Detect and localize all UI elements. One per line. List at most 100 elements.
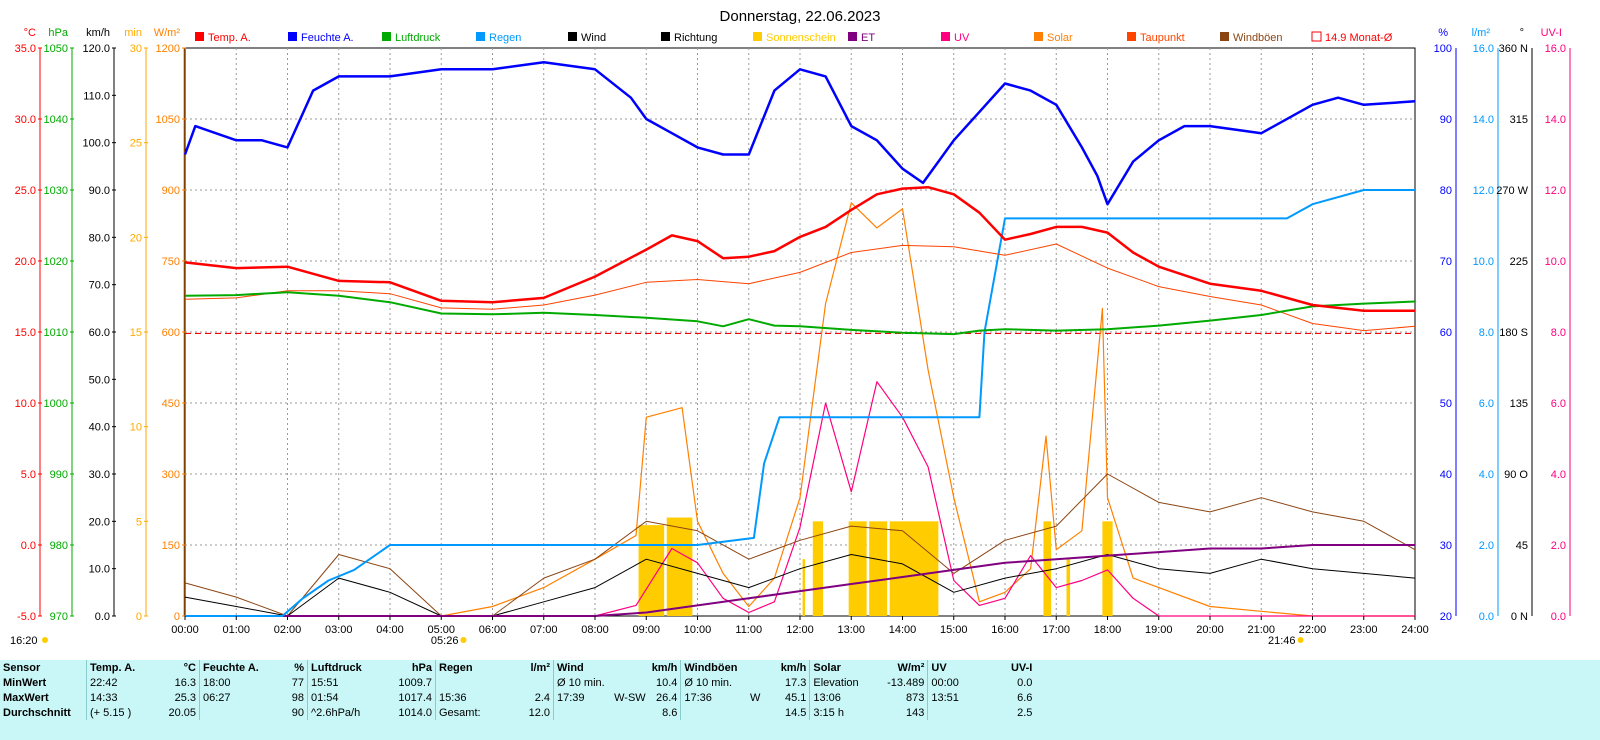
left-axis-tick-label: 0.0 xyxy=(21,540,36,552)
cell-rain-value: 12.0 xyxy=(528,706,550,719)
legend-label: Taupunkt xyxy=(1140,32,1185,44)
left-axis-unit: min xyxy=(124,27,142,39)
cell-gust-value: 14.5 xyxy=(784,706,807,719)
right-axis-tick-label: 20 xyxy=(1440,611,1452,623)
series-line-wind xyxy=(184,554,1416,617)
cell-press-time: 15:51 xyxy=(307,675,379,690)
right-axis-unit: UV-I xyxy=(1541,27,1562,39)
x-tick-label: 15:00 xyxy=(940,624,968,636)
row-label: MaxWert xyxy=(3,691,49,704)
left-axis-tick-label: 970 xyxy=(50,611,68,623)
cell-hum-value: 77 xyxy=(291,676,304,689)
table-row-min: MinWert 22:42 16.3 18:00 77 15:51 1009.7… xyxy=(0,675,1035,690)
cell-gust-time: Ø 10 min. xyxy=(680,675,743,690)
sunshine-bar xyxy=(812,521,824,616)
cell-gust-dir xyxy=(742,675,763,690)
legend-label: Temp. A. xyxy=(208,32,251,44)
legend-label: Luftdruck xyxy=(395,32,441,44)
legend-label: Feuchte A. xyxy=(301,32,354,44)
cell-gust-time xyxy=(680,705,743,720)
header-wind: Wind xyxy=(552,660,608,675)
header-press-unit: hPa xyxy=(411,661,432,674)
cell-press-time: 01:54 xyxy=(307,690,379,705)
cell-wind-value: 10.4 xyxy=(655,676,678,689)
legend-label: Wind xyxy=(581,32,606,44)
right-axis-tick-label: 4.0 xyxy=(1479,469,1494,481)
left-axis-tick-label: 1010 xyxy=(44,327,68,339)
series-line-temp-a xyxy=(184,185,1415,312)
cell-temp-value: 16.3 xyxy=(174,676,196,689)
legend-swatch xyxy=(1034,32,1043,41)
series-line-regen xyxy=(185,189,1415,617)
header-press: Luftdruck xyxy=(307,660,379,675)
left-axis-tick-label: 15 xyxy=(130,327,142,339)
cell-hum-time xyxy=(199,705,281,720)
right-axis-tick-label: 60 xyxy=(1440,327,1452,339)
x-tick-label: 16:00 xyxy=(991,624,1019,636)
grid xyxy=(184,47,1416,617)
cell-temp-time: (+ 5.15 ) xyxy=(86,705,153,720)
left-axis-tick-label: 90.0 xyxy=(89,185,110,197)
header-rain: Regen xyxy=(435,660,512,675)
left-axis-tick-label: 120.0 xyxy=(82,43,110,55)
sunshine-bar xyxy=(848,521,867,616)
left-axis-tick-label: 60.0 xyxy=(89,327,110,339)
right-axis-tick-label: 315 xyxy=(1510,114,1528,126)
cell-solar-time: 3:15 h xyxy=(809,705,877,720)
left-axis-tick-label: 5 xyxy=(136,516,142,528)
right-axis-tick-label: 70 xyxy=(1440,256,1452,268)
right-axis-tick-label: 40 xyxy=(1440,469,1452,481)
cell-uv-time: 13:51 xyxy=(927,690,985,705)
table-header-row: Sensor Temp. A. °C Feuchte A. % Luftdruc… xyxy=(0,660,1035,675)
sunrise-marker xyxy=(460,637,467,643)
cell-hum-time: 18:00 xyxy=(199,675,281,690)
x-tick-label: 23:00 xyxy=(1350,624,1378,636)
right-axis-tick-label: 180 S xyxy=(1499,327,1528,339)
sunshine-bar xyxy=(666,517,693,616)
header-solar-unit: W/m² xyxy=(897,661,925,674)
right-axis-tick-label: 8.0 xyxy=(1479,327,1494,339)
cell-hum-time: 06:27 xyxy=(199,690,281,705)
cell-gust-dir xyxy=(742,705,763,720)
right-axis-tick-label: 135 xyxy=(1510,398,1528,410)
right-axis-tick-label: 12.0 xyxy=(1545,185,1566,197)
sunset-label: 21:46 xyxy=(1268,635,1296,647)
right-axis-unit: % xyxy=(1438,27,1448,39)
legend-label: UV xyxy=(954,32,970,44)
x-tick-label: 02:00 xyxy=(274,624,302,636)
header-wind-dir-spacer xyxy=(608,660,649,675)
left-axis-tick-label: 10 xyxy=(130,422,142,434)
cell-rain-value xyxy=(512,675,554,690)
stats-table: Sensor Temp. A. °C Feuchte A. % Luftdruc… xyxy=(0,660,1600,740)
cell-solar-value: -13.489 xyxy=(887,676,925,689)
x-tick-label: 01:00 xyxy=(222,624,250,636)
left-axis-tick-label: 15.0 xyxy=(15,327,36,339)
cell-uv-value: 0.0 xyxy=(1017,676,1033,689)
table-row-avg: Durchschnitt (+ 5.15 ) 20.05 90 ^2.6hPa/… xyxy=(0,705,1035,720)
x-tick-label: 04:00 xyxy=(376,624,404,636)
left-axis-tick-label: 990 xyxy=(50,469,68,481)
table-row-max: MaxWert 14:33 25.3 06:27 98 01:54 1017.4… xyxy=(0,690,1035,705)
left-axis-tick-label: 0 xyxy=(136,611,142,623)
legend-label: Richtung xyxy=(674,32,717,44)
x-tick-label: 18:00 xyxy=(1094,624,1122,636)
cell-wind-time xyxy=(552,705,608,720)
header-rain-unit: l/m² xyxy=(530,661,550,674)
left-axis-tick-label: 20 xyxy=(130,232,142,244)
x-tick-label: 19:00 xyxy=(1145,624,1173,636)
series-line-luftdruck xyxy=(184,291,1416,336)
sunshine-bar xyxy=(802,559,806,616)
bottom-left-time: 16:20 xyxy=(10,635,38,647)
left-axis-tick-label: 900 xyxy=(162,185,180,197)
left-axis-tick-label: 1030 xyxy=(44,185,68,197)
series-layer xyxy=(183,60,1416,617)
left-axis-tick-label: 0 xyxy=(174,611,180,623)
x-tick-label: 09:00 xyxy=(632,624,660,636)
cell-hum-value: 90 xyxy=(291,706,304,719)
left-axis-tick-label: 300 xyxy=(162,469,180,481)
cell-uv-time: 00:00 xyxy=(927,675,985,690)
right-axis-tick-label: 90 xyxy=(1440,114,1452,126)
left-axis-tick-label: 150 xyxy=(162,540,180,552)
right-axis-unit: ° xyxy=(1520,27,1524,39)
row-label: Durchschnitt xyxy=(3,706,71,719)
